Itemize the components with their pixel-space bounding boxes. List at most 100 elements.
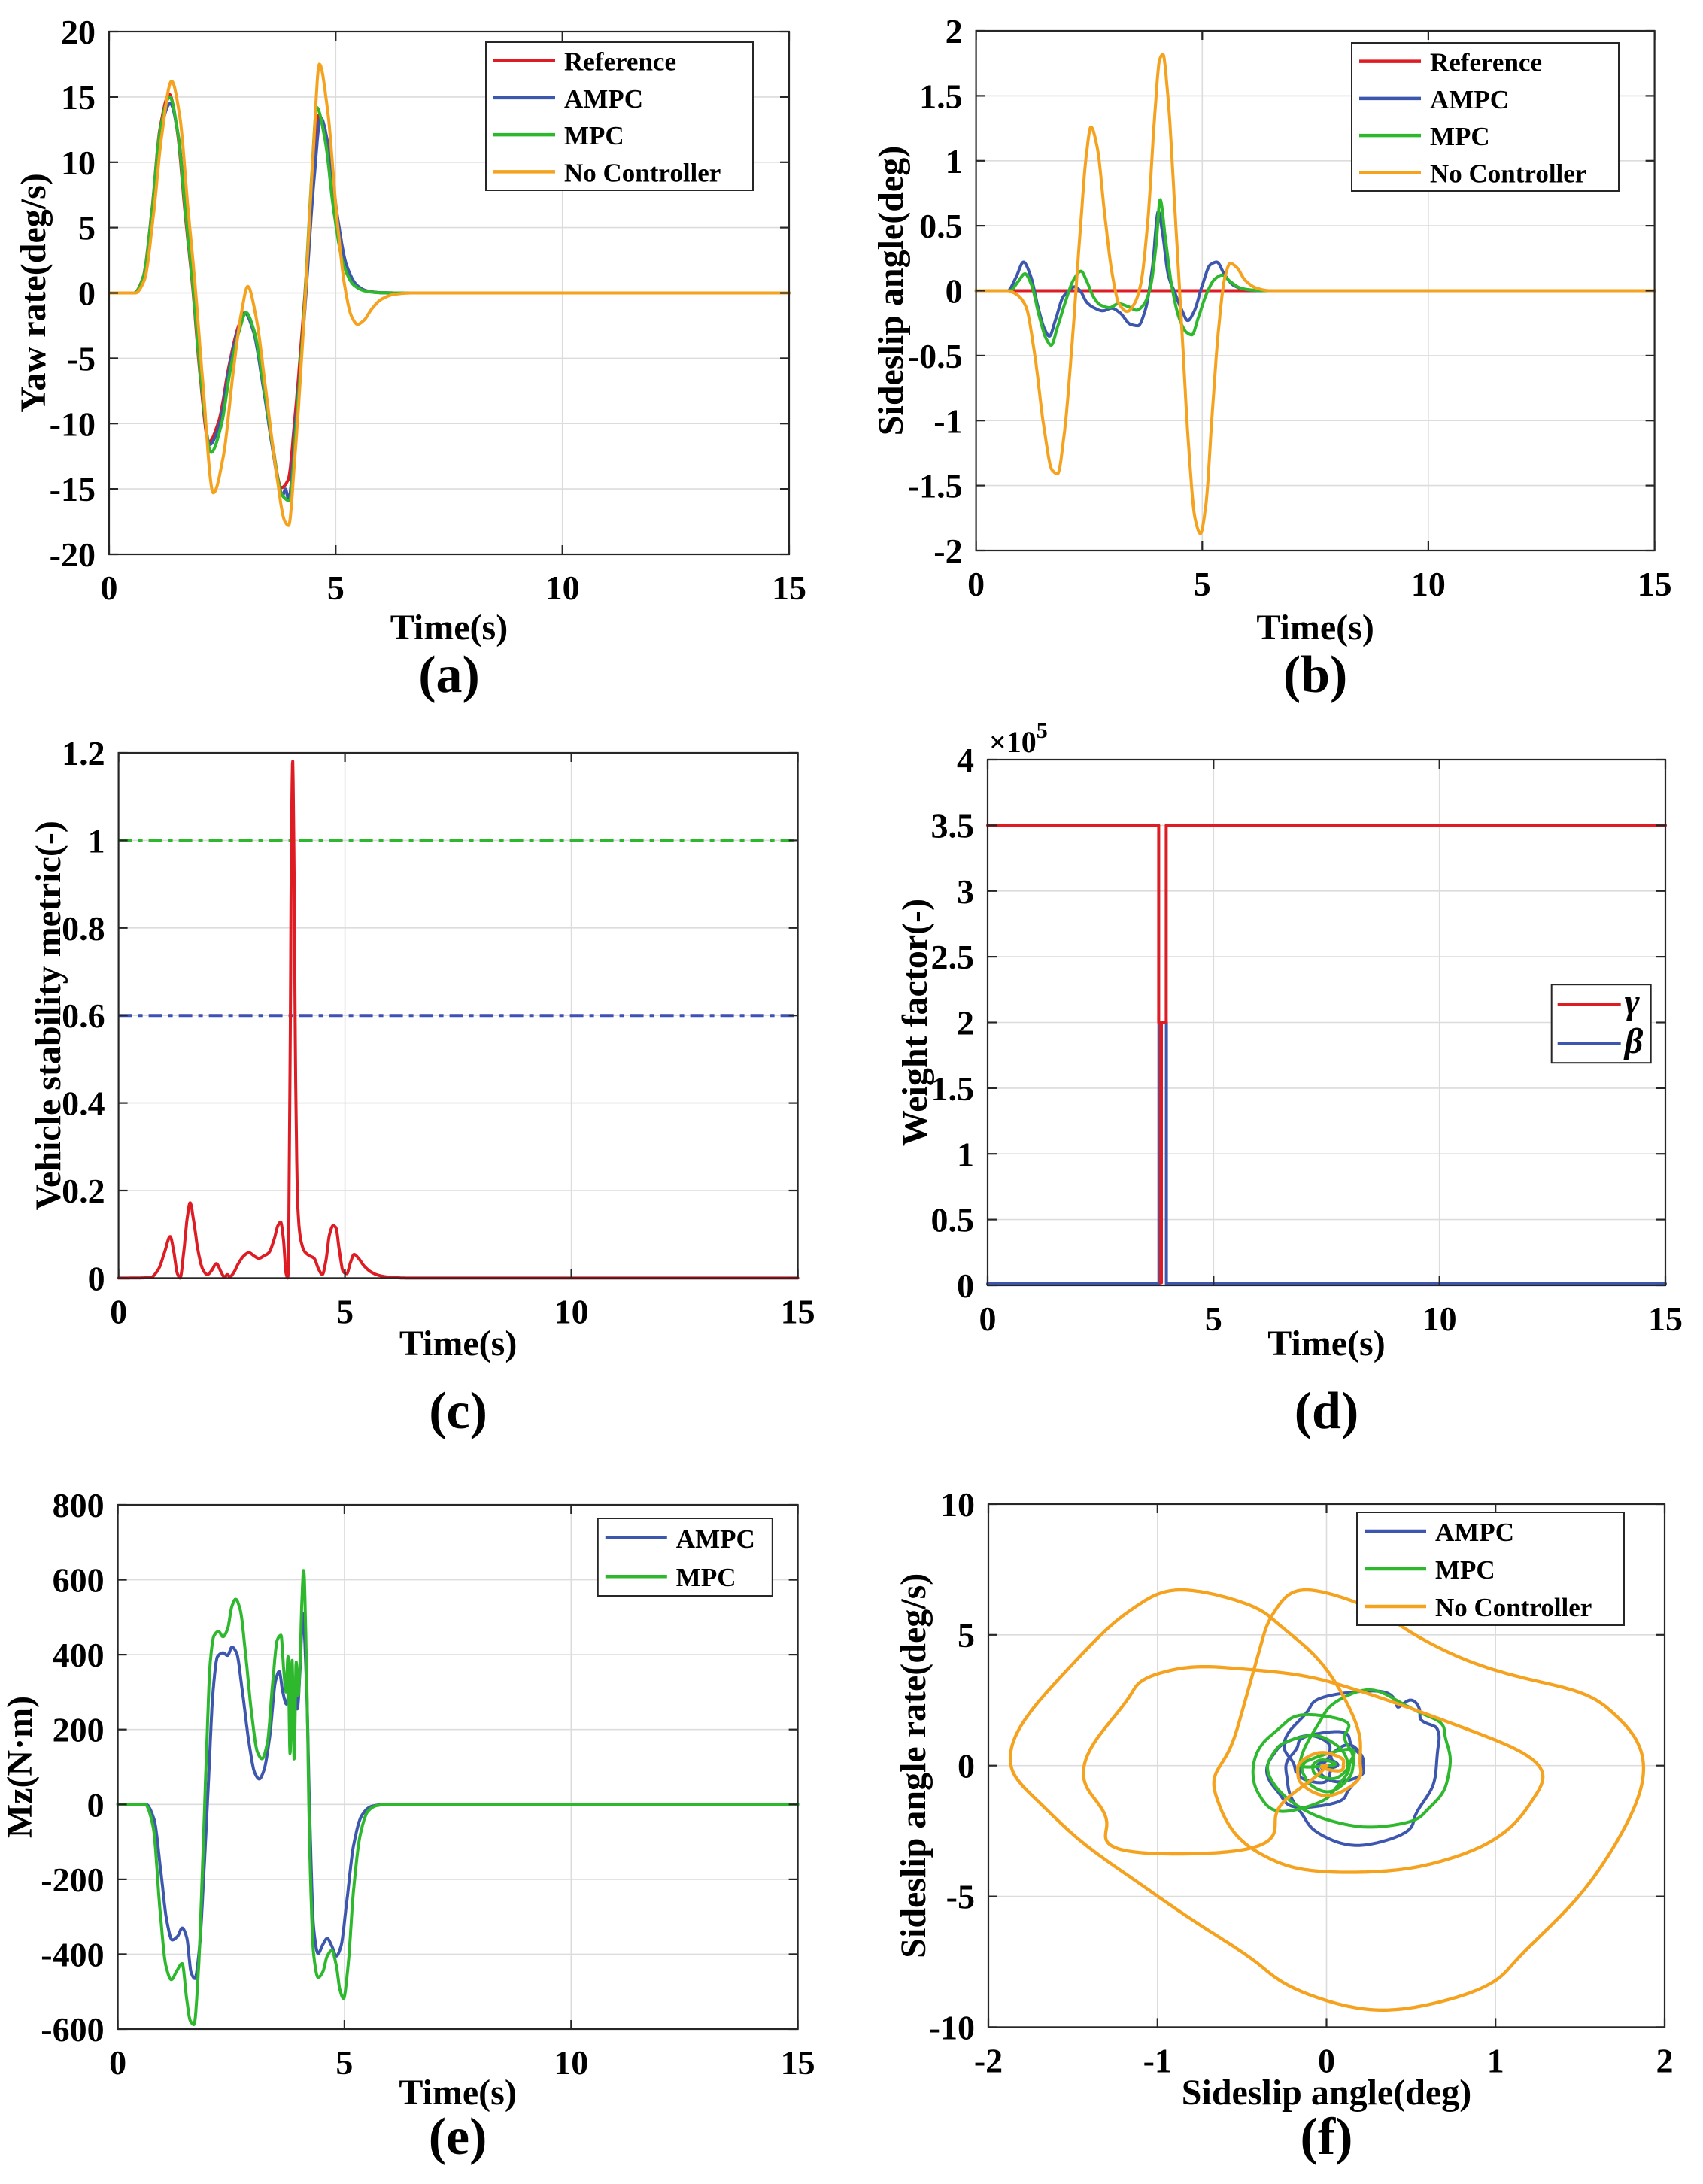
svg-text:0: 0	[967, 565, 985, 603]
svg-text:-10: -10	[929, 2008, 975, 2046]
svg-text:(e): (e)	[429, 2108, 487, 2166]
svg-text:5: 5	[335, 2043, 353, 2082]
svg-text:15: 15	[1648, 1300, 1683, 1338]
svg-text:0: 0	[110, 1292, 127, 1330]
svg-text:10: 10	[554, 2043, 588, 2082]
svg-text:Reference: Reference	[564, 47, 676, 77]
svg-text:15: 15	[61, 78, 96, 117]
svg-text:-2: -2	[933, 532, 962, 570]
svg-text:0: 0	[87, 1785, 105, 1824]
svg-text:Time(s): Time(s)	[1267, 1324, 1385, 1363]
svg-text:2: 2	[946, 12, 963, 50]
svg-text:MPC: MPC	[564, 121, 624, 150]
svg-text:0: 0	[88, 1259, 105, 1297]
svg-text:600: 600	[53, 1561, 105, 1600]
svg-text:-5: -5	[946, 1878, 975, 1916]
svg-text:5: 5	[958, 1616, 975, 1655]
svg-text:Time(s): Time(s)	[1256, 608, 1374, 648]
svg-text:200: 200	[53, 1711, 105, 1749]
svg-text:5: 5	[336, 1292, 354, 1330]
svg-text:0.4: 0.4	[62, 1084, 105, 1123]
svg-text:-600: -600	[41, 2010, 104, 2049]
svg-text:AMPC: AMPC	[564, 84, 643, 114]
svg-text:0.6: 0.6	[62, 996, 105, 1035]
svg-text:800: 800	[53, 1486, 105, 1524]
svg-text:400: 400	[53, 1636, 105, 1674]
svg-text:(c): (c)	[429, 1382, 487, 1440]
svg-text:1.2: 1.2	[62, 734, 105, 772]
svg-text:10: 10	[61, 144, 96, 182]
svg-text:10: 10	[1422, 1300, 1457, 1338]
svg-text:5: 5	[327, 569, 345, 607]
svg-text:-200: -200	[41, 1861, 104, 1899]
svg-text:0: 0	[1318, 2041, 1335, 2079]
svg-text:0: 0	[78, 275, 96, 313]
svg-text:0.5: 0.5	[919, 207, 963, 245]
svg-text:-0.5: -0.5	[908, 337, 963, 375]
svg-text:1: 1	[88, 821, 105, 860]
svg-text:-1: -1	[1143, 2041, 1172, 2079]
svg-text:Sideslip angle(deg): Sideslip angle(deg)	[1182, 2073, 1471, 2113]
svg-text:γ: γ	[1625, 982, 1640, 1022]
svg-text:Vehicle stability metric(-): Vehicle stability metric(-)	[29, 821, 68, 1210]
svg-text:-5: -5	[67, 339, 96, 378]
svg-text:1.5: 1.5	[931, 1069, 975, 1108]
svg-text:-400: -400	[41, 1935, 104, 1973]
svg-text:(b): (b)	[1283, 646, 1348, 704]
svg-text:2: 2	[1656, 2041, 1674, 2079]
svg-text:No Controller: No Controller	[1430, 159, 1586, 188]
svg-text:AMPC: AMPC	[1435, 1518, 1514, 1547]
svg-text:AMPC: AMPC	[1430, 85, 1509, 114]
svg-text:-10: -10	[50, 405, 96, 443]
svg-text:Time(s): Time(s)	[399, 2073, 516, 2113]
svg-text:15: 15	[781, 2043, 815, 2082]
svg-text:No Controller: No Controller	[564, 158, 721, 187]
svg-text:5: 5	[78, 209, 96, 247]
svg-text:5: 5	[1194, 565, 1211, 603]
svg-text:5: 5	[1205, 1300, 1222, 1338]
svg-text:-15: -15	[50, 470, 96, 508]
svg-text:1.5: 1.5	[919, 77, 963, 115]
svg-text:-1.5: -1.5	[908, 467, 963, 505]
svg-text:(f): (f)	[1301, 2108, 1353, 2166]
svg-text:0: 0	[109, 2043, 126, 2082]
svg-text:×105: ×105	[989, 718, 1048, 759]
svg-text:0.8: 0.8	[62, 909, 105, 948]
svg-text:0: 0	[101, 569, 118, 607]
svg-text:β: β	[1623, 1021, 1644, 1061]
svg-text:MPC: MPC	[676, 1563, 736, 1592]
svg-text:10: 10	[1411, 565, 1446, 603]
svg-text:No Controller: No Controller	[1435, 1593, 1592, 1622]
svg-text:-2: -2	[974, 2041, 1003, 2079]
svg-text:0: 0	[946, 272, 963, 311]
svg-text:Time(s): Time(s)	[390, 608, 508, 648]
svg-text:0: 0	[958, 1747, 975, 1785]
svg-text:1: 1	[1487, 2041, 1504, 2079]
svg-text:2.5: 2.5	[931, 938, 975, 976]
svg-text:10: 10	[554, 1292, 589, 1330]
svg-text:Reference: Reference	[1430, 48, 1542, 77]
svg-text:Weight factor(-): Weight factor(-)	[895, 899, 935, 1146]
svg-text:-20: -20	[50, 535, 96, 574]
svg-text:0: 0	[979, 1300, 997, 1338]
svg-text:(a): (a)	[418, 646, 480, 704]
svg-text:4: 4	[957, 741, 974, 779]
svg-text:AMPC: AMPC	[676, 1524, 755, 1554]
svg-text:2: 2	[957, 1004, 974, 1042]
svg-text:Sideslip angle(deg): Sideslip angle(deg)	[871, 146, 911, 435]
svg-text:Yaw rate(deg/s): Yaw rate(deg/s)	[14, 173, 53, 413]
svg-text:Mz(N·m): Mz(N·m)	[0, 1696, 40, 1838]
svg-text:-1: -1	[933, 402, 962, 440]
svg-text:1: 1	[957, 1135, 974, 1173]
svg-text:MPC: MPC	[1430, 122, 1490, 151]
svg-text:0.2: 0.2	[62, 1172, 105, 1210]
svg-text:0: 0	[957, 1266, 974, 1305]
svg-text:0.5: 0.5	[931, 1201, 975, 1239]
svg-text:Time(s): Time(s)	[399, 1324, 517, 1363]
svg-text:10: 10	[940, 1485, 975, 1524]
svg-text:Sideslip angle rate(deg/s): Sideslip angle rate(deg/s)	[894, 1573, 933, 1958]
svg-text:1: 1	[946, 142, 963, 180]
svg-text:15: 15	[772, 569, 806, 607]
svg-text:15: 15	[1638, 565, 1672, 603]
svg-text:MPC: MPC	[1435, 1555, 1495, 1585]
